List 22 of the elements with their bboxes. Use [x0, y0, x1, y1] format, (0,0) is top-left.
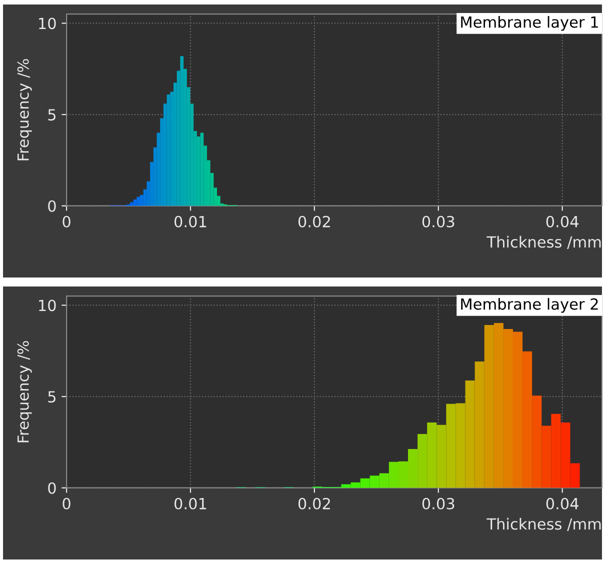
y-tick-label: 10 — [39, 300, 56, 312]
x-axis-title: Thickness /mm — [486, 236, 601, 249]
x-tick-label: 0.01 — [174, 498, 206, 510]
y-tick-label: 0 — [48, 200, 56, 212]
y-axis-title: Frequency /% — [17, 341, 32, 442]
x-tick-label: 0.02 — [298, 216, 330, 228]
x-axis-title: Thickness /mm — [486, 518, 601, 531]
x-tick-label: 0.02 — [298, 498, 330, 510]
x-tick-label: 0.03 — [422, 498, 454, 510]
chart-title: Membrane layer 2 — [461, 298, 598, 313]
x-tick-label: 0 — [62, 498, 70, 510]
x-tick-label: 0.03 — [422, 216, 454, 228]
x-tick-label: 0 — [62, 216, 70, 228]
y-axis-title: Frequency /% — [17, 59, 32, 160]
chart-title: Membrane layer 1 — [461, 16, 598, 31]
y-tick-label: 5 — [48, 109, 56, 121]
y-tick-label: 5 — [48, 391, 56, 403]
x-tick-label: 0.04 — [546, 498, 578, 510]
y-tick-label: 10 — [39, 18, 56, 30]
y-tick-label: 0 — [48, 482, 56, 494]
x-tick-label: 0.01 — [174, 216, 206, 228]
x-tick-label: 0.04 — [546, 216, 578, 228]
